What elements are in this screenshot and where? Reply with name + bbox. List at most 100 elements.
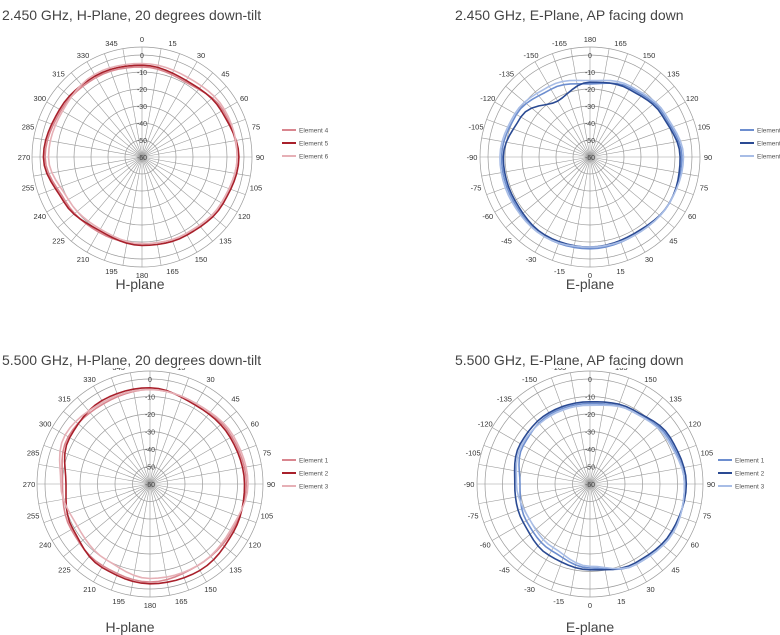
grid-spoke [589, 377, 629, 485]
angle-tick-label: -75 [471, 184, 482, 193]
series-line-1 [61, 388, 248, 583]
series-line-3 [499, 79, 685, 248]
legend-label: Element [757, 128, 780, 135]
angle-tick-label: 120 [238, 212, 251, 221]
grid-spoke [517, 397, 591, 485]
angle-tick-label: -120 [480, 94, 495, 103]
angle-tick-label: -45 [499, 566, 510, 575]
grid-spoke [478, 483, 591, 504]
angle-tick-label: -90 [467, 153, 478, 162]
grid-spoke [503, 411, 591, 485]
series-line-2 [42, 64, 240, 247]
angle-tick-label: 150 [195, 255, 208, 264]
angle-tick-label: -75 [468, 511, 479, 520]
angle-tick-label: 45 [221, 70, 229, 79]
polar-chart-4: 1801651501351201059075604530150-15-30-45… [464, 368, 765, 610]
radial-tick-label: 0 [140, 53, 144, 60]
legend-label: Element 6 [299, 154, 329, 161]
angle-tick-label: 45 [671, 566, 679, 575]
angle-tick-label: -30 [526, 255, 537, 264]
angle-tick-label: 0 [140, 35, 144, 44]
angle-tick-label: 15 [617, 597, 625, 606]
grid-spoke [589, 483, 629, 591]
grid-spoke [589, 411, 677, 485]
grid-spoke [589, 427, 689, 485]
grid-spoke [589, 156, 661, 242]
grid-spoke [534, 61, 591, 158]
chart-title-4: 5.500 GHz, E-Plane, AP facing down [455, 352, 684, 368]
radial-tick-label: -10 [585, 395, 595, 402]
radial-tick-label: -40 [145, 447, 155, 454]
angle-tick-label: 30 [197, 51, 205, 60]
grid-spoke [141, 72, 213, 158]
radial-tick-label: -60 [585, 155, 595, 162]
angle-tick-label: 150 [204, 585, 217, 594]
grid-spoke [589, 156, 646, 253]
grid-spoke [63, 483, 151, 557]
angle-tick-label: 30 [645, 255, 653, 264]
angle-tick-label: 60 [691, 541, 699, 550]
series-line-1 [518, 402, 686, 571]
angle-tick-label: -60 [480, 541, 491, 550]
radial-tick-label: -10 [145, 395, 155, 402]
grid-spoke [589, 483, 610, 596]
angle-tick-label: 240 [34, 212, 47, 221]
radial-tick-label: -20 [585, 87, 595, 94]
angle-tick-label: 60 [688, 212, 696, 221]
grid-spoke [141, 137, 251, 158]
angle-tick-label: 90 [256, 153, 264, 162]
polar-chart-2: 180 1651501351201059075604530150-15-30-45… [467, 35, 780, 280]
grid-spoke [43, 445, 151, 485]
legend-label: Element 2 [299, 471, 329, 478]
grid-spoke [494, 101, 591, 158]
grid-spoke [33, 137, 143, 158]
angle-tick-label: -105 [466, 449, 481, 458]
angle-tick-label: 30 [646, 585, 654, 594]
grid-spoke [38, 464, 151, 485]
grid-spoke [71, 156, 143, 242]
grid-spoke [130, 483, 151, 596]
radial-tick-label: -20 [585, 412, 595, 419]
radial-tick-label: 0 [148, 377, 152, 384]
grid-spoke [551, 483, 591, 591]
radial-tick-label: -10 [137, 70, 147, 77]
angle-tick-label: 345 [105, 39, 118, 48]
grid-spoke [486, 156, 591, 195]
angle-tick-label: 180 [584, 35, 597, 44]
angle-tick-label: 345 [112, 368, 125, 372]
angle-tick-label: 225 [58, 566, 71, 575]
radial-tick-label: -50 [145, 465, 155, 472]
grid-spoke [589, 385, 647, 485]
grid-spoke [38, 483, 151, 504]
legend-label: Element 2 [735, 471, 765, 478]
radial-tick-label: -50 [585, 138, 595, 145]
radial-tick-label: -40 [137, 121, 147, 128]
angle-tick-label: 45 [669, 236, 677, 245]
angle-tick-label: 105 [261, 511, 274, 520]
angle-tick-label: 165 [615, 368, 628, 372]
grid-spoke [570, 48, 591, 158]
grid-spoke [505, 156, 591, 228]
angle-tick-label: 255 [22, 184, 35, 193]
angle-tick-label: 315 [52, 70, 65, 79]
angle-tick-label: -135 [499, 70, 514, 79]
grid-spoke [149, 385, 207, 485]
angle-tick-label: 120 [249, 541, 262, 550]
grid-spoke [51, 483, 151, 541]
angle-tick-label: -60 [482, 212, 493, 221]
grid-spoke [503, 483, 591, 557]
angle-tick-label: 0 [588, 271, 592, 280]
angle-tick-label: 285 [27, 449, 40, 458]
grid-spoke [491, 483, 591, 541]
grid-spoke [570, 483, 591, 596]
chart-caption-4: E-plane [565, 619, 615, 635]
legend-label: Element 5 [299, 141, 329, 148]
legend-label: Element [757, 154, 780, 161]
angle-tick-label: 90 [704, 153, 712, 162]
radial-tick-label: -30 [585, 430, 595, 437]
grid-spoke [57, 86, 143, 158]
angle-tick-label: 270 [18, 153, 31, 162]
angle-tick-label: 90 [267, 480, 275, 489]
angle-tick-label: 0 [588, 601, 592, 610]
grid-spoke [141, 156, 180, 261]
